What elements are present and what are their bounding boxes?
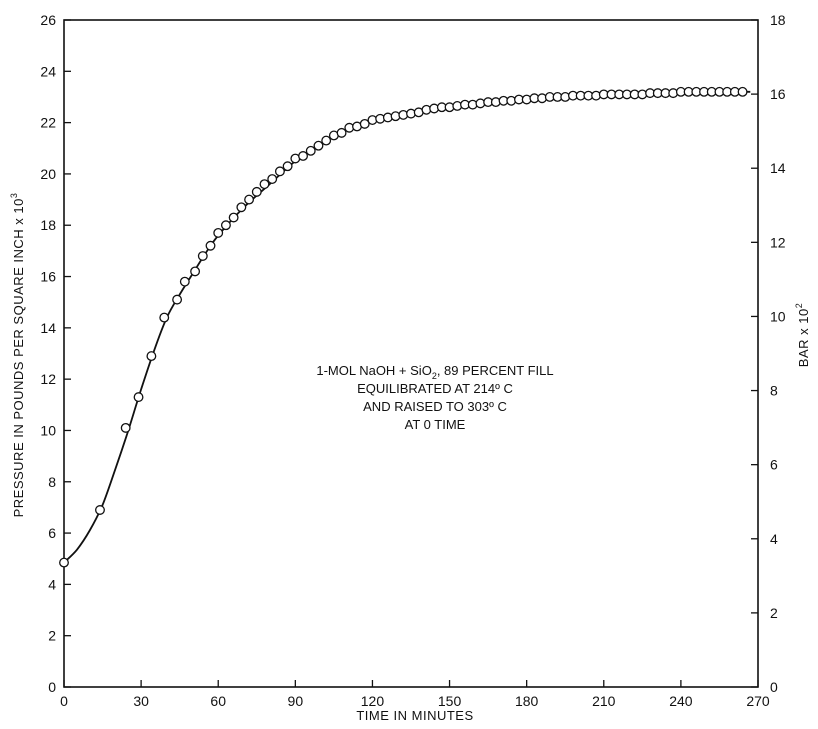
x-tick-label: 210 bbox=[592, 693, 616, 709]
left-y-tick-label: 4 bbox=[48, 576, 56, 592]
annotation-line-1-part-b: , 89 PERCENT FILL bbox=[437, 363, 554, 378]
left-y-tick-label: 22 bbox=[40, 115, 56, 131]
annotation-line-1-subscript: 2 bbox=[432, 371, 437, 381]
left-y-tick-label: 18 bbox=[40, 217, 56, 233]
left-y-tick-label: 0 bbox=[48, 679, 56, 695]
left-y-axis-label-text: PRESSURE IN POUNDS PER SQUARE INCH x 10 bbox=[11, 198, 26, 517]
x-tick-label: 180 bbox=[515, 693, 539, 709]
data-point bbox=[236, 202, 247, 213]
left-y-tick-label: 16 bbox=[40, 269, 56, 285]
data-point bbox=[213, 227, 224, 238]
x-tick-label: 60 bbox=[210, 693, 226, 709]
left-y-tick-label: 26 bbox=[40, 12, 56, 28]
data-point bbox=[228, 212, 239, 223]
data-point bbox=[120, 422, 131, 433]
data-point bbox=[146, 351, 157, 362]
x-tick-label: 240 bbox=[669, 693, 693, 709]
right-y-tick-label: 8 bbox=[770, 383, 778, 399]
right-y-axis-label-text: BAR x 10 bbox=[796, 308, 811, 367]
x-axis-label: TIME IN MINUTES bbox=[356, 708, 473, 723]
right-y-axis-label: BAR x 102 bbox=[794, 303, 811, 367]
data-point bbox=[336, 127, 347, 138]
data-point bbox=[59, 557, 69, 568]
right-y-tick-label: 0 bbox=[770, 679, 778, 695]
data-point bbox=[244, 194, 255, 205]
data-point bbox=[321, 135, 332, 146]
data-point bbox=[298, 151, 308, 161]
data-point bbox=[313, 140, 324, 151]
left-y-tick-label: 2 bbox=[48, 628, 56, 644]
right-y-axis-ticks: 0 2 4 6 8 10 12 14 16 18 bbox=[751, 12, 786, 695]
x-tick-label: 270 bbox=[746, 693, 770, 709]
data-point bbox=[251, 186, 262, 197]
annotation-line-4: AT 0 TIME bbox=[405, 417, 466, 432]
data-point bbox=[267, 174, 278, 185]
right-y-tick-label: 14 bbox=[770, 160, 786, 176]
left-y-axis-label: PRESSURE IN POUNDS PER SQUARE INCH x 103 bbox=[9, 193, 26, 518]
annotation-line-2: EQUILIBRATED AT 214º C bbox=[357, 381, 513, 396]
right-y-axis-label-exponent: 2 bbox=[794, 303, 804, 309]
axes bbox=[63, 19, 759, 688]
data-points bbox=[59, 86, 748, 568]
x-tick-label: 90 bbox=[288, 693, 304, 709]
left-y-tick-label: 14 bbox=[40, 320, 56, 336]
data-point bbox=[282, 161, 293, 172]
x-axis-ticks: 0 30 60 90 120 150 180 210 240 270 bbox=[60, 680, 770, 709]
data-point bbox=[95, 505, 105, 515]
right-y-tick-label: 12 bbox=[770, 234, 786, 250]
left-y-tick-label: 10 bbox=[40, 422, 56, 438]
data-point bbox=[197, 251, 208, 261]
left-y-tick-label: 24 bbox=[40, 63, 56, 79]
data-point bbox=[179, 276, 190, 287]
data-point bbox=[190, 266, 201, 277]
right-y-tick-label: 2 bbox=[770, 605, 778, 621]
x-tick-label: 30 bbox=[133, 693, 149, 709]
right-y-tick-label: 10 bbox=[770, 308, 786, 324]
left-y-tick-label: 8 bbox=[48, 474, 56, 490]
data-point bbox=[259, 179, 270, 190]
data-point bbox=[172, 294, 183, 305]
right-y-tick-label: 4 bbox=[770, 531, 778, 547]
x-tick-label: 150 bbox=[438, 693, 462, 709]
annotation-block: 1-MOL NaOH + SiO2, 89 PERCENT FILL EQUIL… bbox=[316, 363, 553, 432]
data-point bbox=[737, 86, 748, 97]
x-tick-label: 120 bbox=[361, 693, 385, 709]
data-point bbox=[305, 145, 316, 156]
x-tick-label: 0 bbox=[60, 693, 68, 709]
fit-curve bbox=[63, 90, 751, 564]
annotation-line-1-part-a: 1-MOL NaOH + SiO bbox=[316, 363, 431, 378]
data-point bbox=[133, 392, 144, 403]
annotation-line-1: 1-MOL NaOH + SiO2, 89 PERCENT FILL bbox=[316, 363, 553, 381]
annotation-line-3: AND RAISED TO 303º C bbox=[363, 399, 507, 414]
data-point bbox=[159, 312, 170, 323]
data-point bbox=[220, 220, 231, 231]
plot-frame bbox=[63, 19, 759, 688]
left-y-tick-label: 6 bbox=[48, 525, 56, 541]
right-y-tick-label: 16 bbox=[770, 86, 786, 102]
fit-curve-line bbox=[63, 90, 751, 564]
left-y-tick-label: 20 bbox=[40, 166, 56, 182]
data-point bbox=[205, 240, 216, 251]
data-point bbox=[274, 166, 285, 177]
left-y-axis-label-exponent: 3 bbox=[9, 193, 19, 199]
left-y-tick-label: 12 bbox=[40, 371, 56, 387]
right-y-tick-label: 18 bbox=[770, 12, 786, 28]
right-y-tick-label: 6 bbox=[770, 457, 778, 473]
data-point bbox=[359, 118, 370, 129]
